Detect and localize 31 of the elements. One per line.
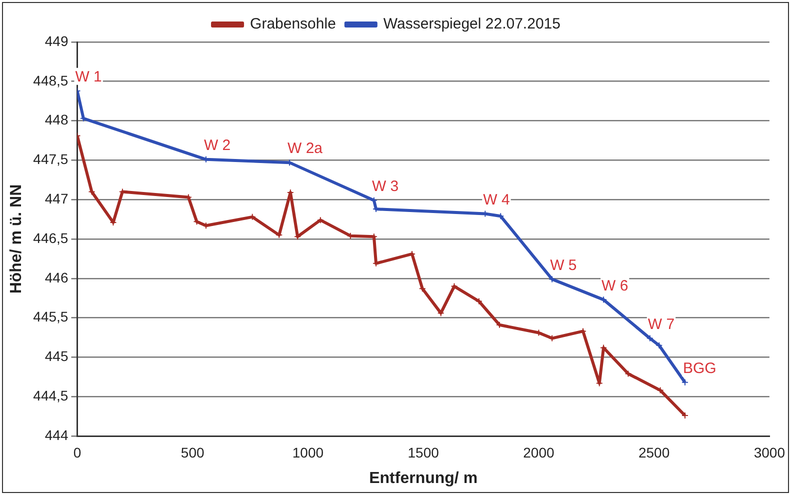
y-tick-label: 446 (44, 269, 68, 286)
y-tick-label: 449 (44, 32, 68, 49)
legend-label: Wasserspiegel 22.07.2015 (383, 16, 560, 33)
x-tick-label: 2000 (523, 444, 554, 460)
y-tick-label: 447,5 (33, 151, 68, 168)
annotation: BGG (682, 360, 716, 378)
y-tick-label: 448 (44, 112, 68, 128)
annotation: W 2 (204, 137, 231, 154)
x-tick-label: 1500 (408, 444, 440, 460)
annotation: W 3 (372, 178, 399, 196)
y-tick-label: 444,5 (33, 387, 68, 404)
y-tick-label: 445 (44, 348, 68, 364)
y-tick-label: 447 (44, 190, 68, 206)
annotation: W 2a (288, 140, 324, 158)
y-tick-label: 448,5 (33, 72, 68, 88)
annotation: W 7 (648, 316, 675, 333)
x-tick-label: 2500 (638, 444, 670, 460)
annotation: W 1 (75, 68, 102, 86)
x-tick-label: 500 (180, 444, 204, 460)
y-tick-label: 446,5 (33, 230, 68, 246)
x-tick-label: 1000 (292, 444, 324, 460)
legend-label: Grabensohle (250, 16, 336, 33)
annotation: W 4 (483, 191, 510, 208)
x-tick-label: 0 (73, 444, 82, 460)
x-axis-title: Entfernung/ m (369, 470, 478, 487)
y-tick-label: 444 (44, 426, 68, 443)
annotation: W 6 (602, 277, 628, 294)
x-tick-label: 3000 (754, 444, 786, 460)
y-axis-title: Höhe/ m ü. NN (8, 184, 26, 294)
annotation: W 5 (550, 256, 577, 274)
y-tick-label: 445,5 (33, 308, 68, 325)
